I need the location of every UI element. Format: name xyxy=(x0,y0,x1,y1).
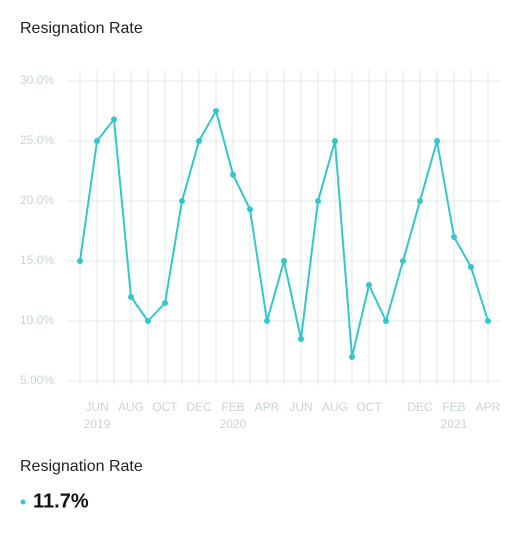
point xyxy=(162,300,168,306)
point xyxy=(281,258,287,264)
y-tick-label: 5.00% xyxy=(20,373,54,387)
x-tick-label: JUN xyxy=(85,400,108,414)
point xyxy=(128,294,134,300)
point xyxy=(247,206,253,213)
x-tick-label: APR xyxy=(255,400,280,414)
x-tick-label: APR xyxy=(476,400,501,414)
point xyxy=(145,318,151,324)
summary-value: 11.7% xyxy=(33,490,89,512)
x-tick-year: 2021 xyxy=(441,417,468,431)
point xyxy=(111,116,117,123)
x-tick-label: FEB xyxy=(442,400,465,414)
point xyxy=(400,258,406,264)
x-tick-year: 2019 xyxy=(84,417,111,431)
point xyxy=(264,318,270,324)
point xyxy=(77,258,83,264)
x-tick-label: DEC xyxy=(407,400,433,414)
point xyxy=(94,138,100,144)
point xyxy=(434,138,440,144)
point xyxy=(230,171,236,178)
x-tick-label: FEB xyxy=(221,400,244,414)
point xyxy=(315,198,321,204)
x-tick-label: AUG xyxy=(322,400,348,414)
x-tick-label: AUG xyxy=(118,400,144,414)
y-tick-label: 15.0% xyxy=(20,253,54,267)
x-tick-label: OCT xyxy=(152,400,178,414)
point xyxy=(383,318,389,324)
point xyxy=(451,234,457,240)
y-tick-label: 20.0% xyxy=(20,193,54,207)
point xyxy=(179,198,185,204)
point xyxy=(366,282,372,288)
x-tick-label: OCT xyxy=(356,400,382,414)
x-tick-label: DEC xyxy=(186,400,212,414)
y-tick-label: 10.0% xyxy=(20,313,54,327)
point xyxy=(485,318,491,324)
legend-swatch xyxy=(20,499,26,505)
legend-label: Resignation Rate xyxy=(20,458,143,475)
point xyxy=(468,264,474,270)
point xyxy=(213,108,219,114)
point xyxy=(196,138,202,144)
point xyxy=(298,336,304,342)
y-tick-label: 25.0% xyxy=(20,133,54,147)
point xyxy=(332,138,338,144)
x-tick-year: 2020 xyxy=(220,417,247,431)
x-tick-label: JUN xyxy=(289,400,312,414)
chart-title: Resignation Rate xyxy=(20,20,143,37)
point xyxy=(417,198,423,204)
y-tick-label: 30.0% xyxy=(20,73,54,87)
point xyxy=(349,354,355,360)
